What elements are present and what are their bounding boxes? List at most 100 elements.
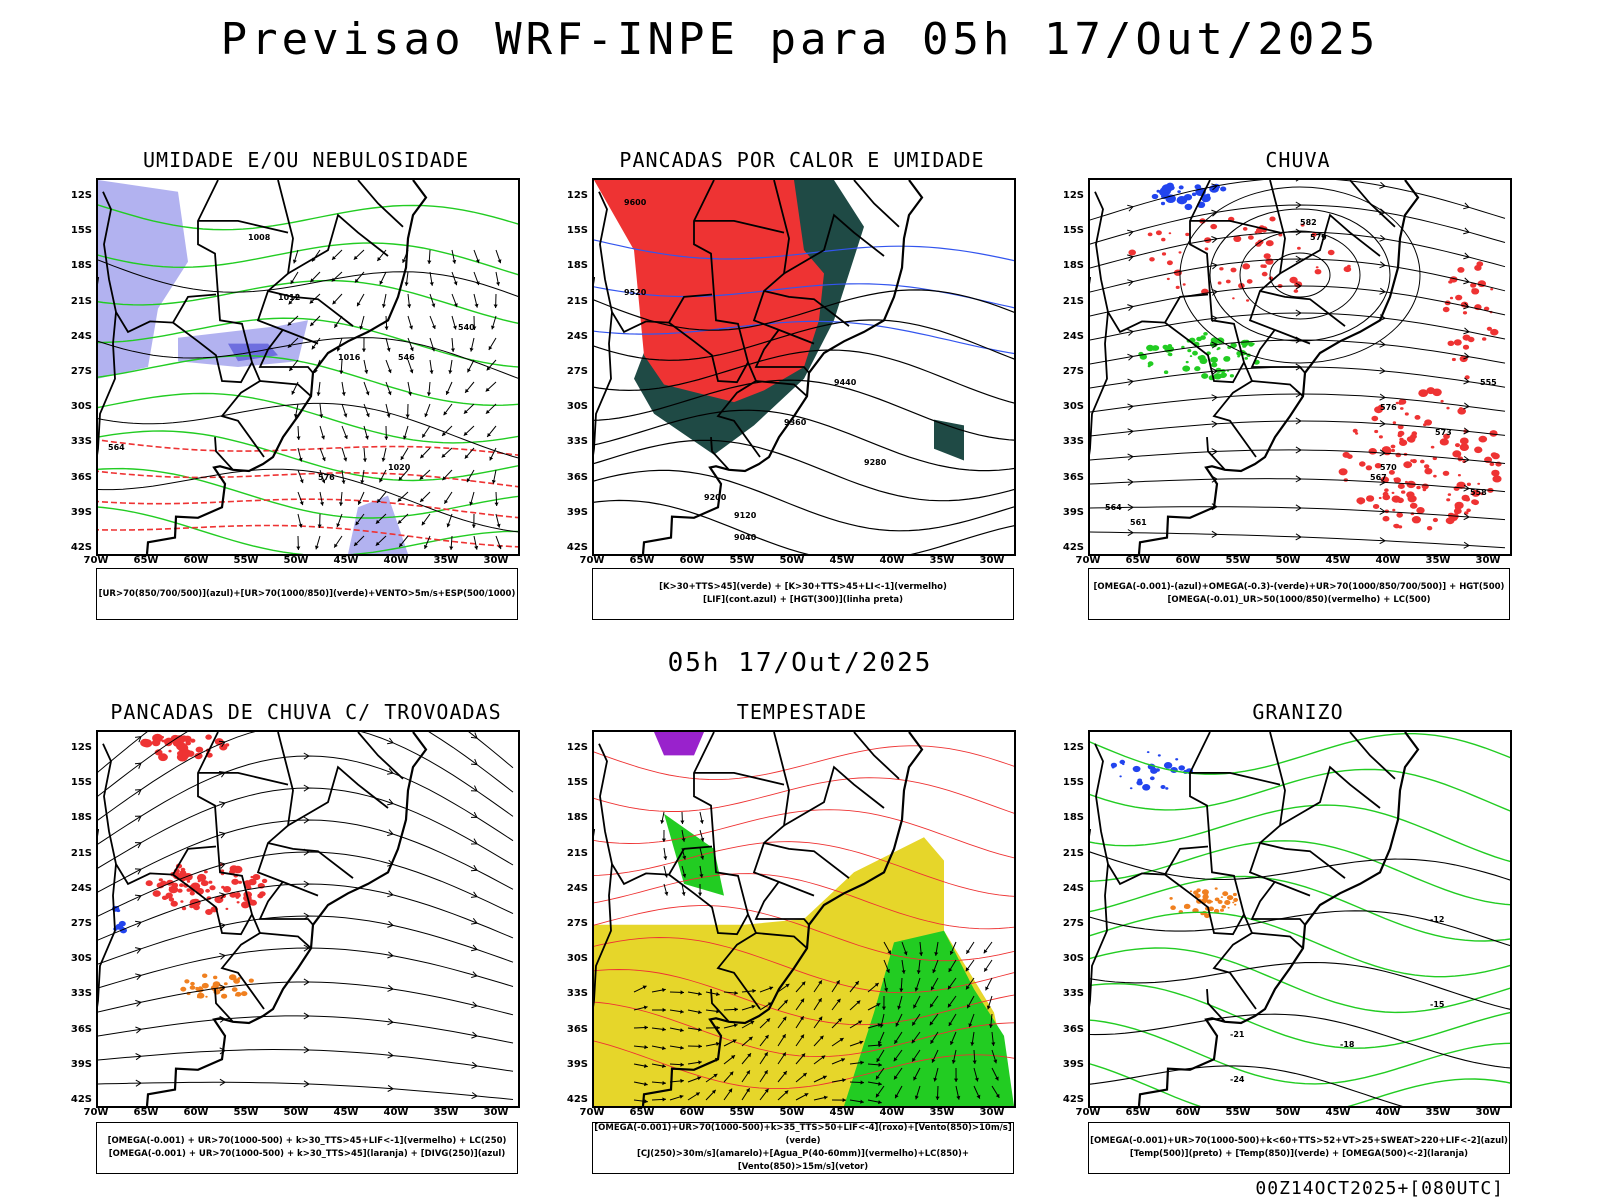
x-axis-label: 70W [1075, 1107, 1101, 1118]
y-axis-label: 18S [1062, 812, 1084, 824]
map-canvas [594, 732, 1014, 1106]
y-axis-label: 24S [70, 330, 92, 342]
panel-title: CHUVA [1265, 148, 1331, 172]
x-axis-label: 60W [183, 555, 209, 566]
y-axis-label: 30S [1062, 953, 1084, 965]
y-axis-label: 24S [566, 330, 588, 342]
y-axis-label: 39S [70, 1058, 92, 1070]
y-axis-label: 12S [70, 190, 92, 201]
y-axis-label: 12S [566, 742, 588, 753]
rain-red [1442, 261, 1499, 380]
legend-box: [OMEGA(-0.001) + UR>70(1000-500) + k>30_… [96, 1122, 518, 1174]
contour-label: 558 [1470, 488, 1487, 497]
x-axis-label: 30W [1475, 1107, 1501, 1118]
contour-label: 564 [1105, 503, 1122, 512]
contour-label: 564 [108, 443, 125, 452]
country-borders [594, 180, 924, 554]
streamlines-500 [1090, 180, 1506, 549]
page-title: Previsao WRF-INPE para 05h 17/Out/2025 [220, 14, 1380, 65]
legend-line: [Temp(500)](preto) + [Temp(850)](verde) … [1129, 1149, 1469, 1159]
y-axis-label: 42S [70, 542, 92, 553]
y-axis-label: 15S [566, 225, 588, 237]
x-axis-label: 60W [679, 1107, 705, 1118]
map-panel: 9600 9520 9440 9360 9280 9200 9120 9040 [592, 178, 1016, 556]
contour-label: 9520 [624, 288, 647, 297]
x-axis-label: 40W [879, 555, 905, 566]
y-axis-label: 42S [70, 1094, 92, 1105]
y-axis-label: 39S [1062, 1058, 1084, 1070]
contour-label: 573 [1435, 428, 1452, 437]
x-axis-label: 50W [283, 1107, 309, 1118]
rain-red [1338, 387, 1502, 531]
y-axis-label: 21S [566, 295, 588, 307]
hail-blue [1110, 751, 1193, 791]
y-axis-label: 21S [70, 847, 92, 859]
x-axis-label: 35W [433, 1107, 459, 1118]
x-axis-label: 65W [629, 555, 655, 566]
hgt300-contours [594, 289, 1014, 554]
y-axis-label: 30S [70, 401, 92, 413]
x-axis-label: 70W [1075, 555, 1101, 566]
run-info: 00Z14OCT2025+[080UTC] [1255, 1178, 1504, 1199]
contour-label: 579 [1310, 233, 1327, 242]
legend-line: [OMEGA(-0.001) + UR>70(1000-500) + k>30_… [108, 1149, 506, 1159]
x-axis-label: 60W [183, 1107, 209, 1118]
legend-line: [OMEGA(-0.001) + UR>70(1000-500) + k>30_… [107, 1136, 507, 1146]
map-canvas: 9600 9520 9440 9360 9280 9200 9120 9040 [594, 180, 1014, 554]
rain-blue [1151, 182, 1227, 211]
x-axis-label: 35W [929, 555, 955, 566]
y-axis-label: 15S [566, 777, 588, 789]
y-axis-label: 15S [1062, 225, 1084, 237]
y-axis-label: 33S [70, 988, 92, 1000]
panel-title: UMIDADE E/OU NEBULOSIDADE [142, 148, 470, 172]
y-axis-label: 36S [1062, 1023, 1084, 1035]
x-axis-label: 55W [1225, 555, 1251, 566]
x-axis-label: 45W [829, 555, 855, 566]
map-panel [592, 730, 1016, 1108]
contour-label: 546 [398, 353, 415, 362]
hgt-labels: 9600 9520 9440 9360 9280 9200 9120 9040 [624, 198, 887, 542]
temp500-contours [1090, 851, 1510, 1106]
y-axis-label: 30S [70, 953, 92, 965]
y-axis-label: 24S [566, 882, 588, 894]
x-axis-label: 55W [729, 555, 755, 566]
y-axis-label: 39S [1062, 506, 1084, 518]
streamlines-250 [98, 732, 514, 1100]
y-axis-label: 18S [70, 812, 92, 824]
map-canvas [98, 732, 514, 1106]
y-axis-label: 30S [566, 401, 588, 413]
strong-wind-area [844, 930, 1014, 1106]
y-axis-label: 36S [1062, 471, 1084, 483]
x-axis-label: 50W [1275, 555, 1301, 566]
y-axis-label: 33S [566, 988, 588, 1000]
y-axis-label: 36S [566, 1023, 588, 1035]
contour-label: -18 [1340, 1040, 1355, 1049]
thickness-contours [98, 439, 518, 548]
contour-label: 9280 [864, 458, 887, 467]
y-axis-label: 36S [70, 471, 92, 483]
contour-label: -24 [1230, 1075, 1245, 1084]
x-axis-label: 70W [83, 1107, 109, 1118]
contour-label: 576 [1380, 403, 1397, 412]
legend-box: [K>30+TTS>45](verde) + [K>30+TTS>45+LI<-… [592, 568, 1014, 620]
panel-title: TEMPESTADE [736, 700, 868, 724]
legend-line: [OMEGA(-0.001)+UR>70(1000-500)+k>35_TTS>… [594, 1123, 1012, 1146]
contour-label: 567 [1370, 473, 1387, 482]
y-axis-label: 15S [1062, 777, 1084, 789]
x-axis-label: 30W [979, 1107, 1005, 1118]
y-axis-label: 18S [566, 260, 588, 272]
y-axis-label: 24S [70, 882, 92, 894]
legend-line: [OMEGA(-0.01)_UR>50(1000/850)(vermelho) … [1167, 595, 1431, 605]
contour-label: 561 [1130, 518, 1147, 527]
x-axis-label: 40W [1375, 1107, 1401, 1118]
pressure-labels: 1008 1012 1016 1020 576 564 546 540 [108, 233, 475, 482]
contour-label: -15 [1430, 1000, 1445, 1009]
y-axis-label: 12S [1062, 190, 1084, 201]
x-axis-label: 50W [283, 555, 309, 566]
pressure-contours [98, 259, 518, 533]
y-axis-label: 27S [1062, 366, 1084, 377]
wind-vectors-850 [633, 980, 883, 1105]
wind-vectors-850 [875, 941, 1000, 1101]
panel-title: PANCADAS DE CHUVA C/ TROVOADAS [110, 700, 502, 724]
